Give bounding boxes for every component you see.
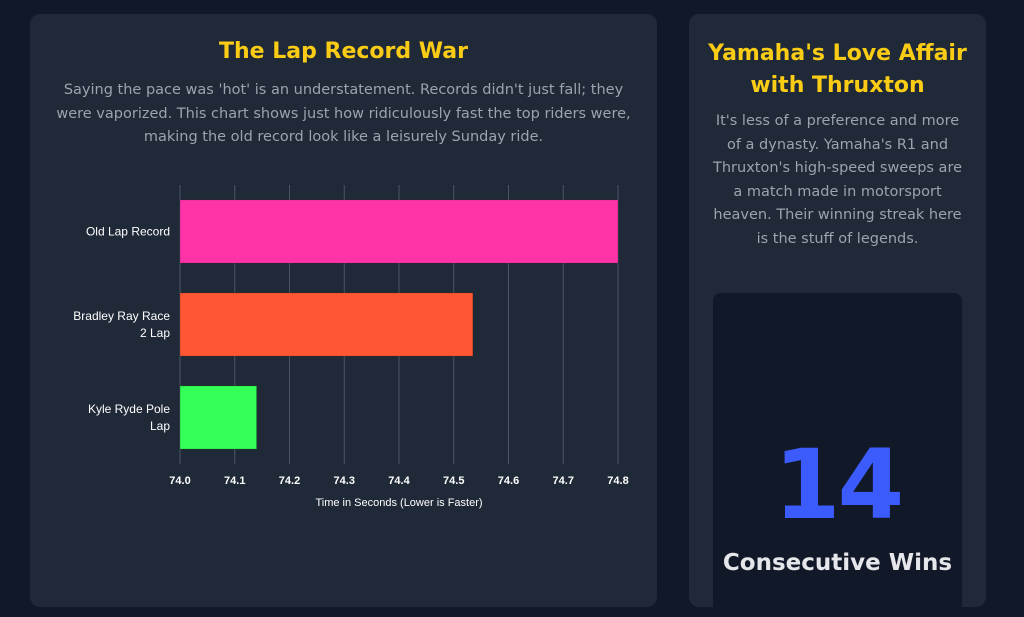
x-tick-label: 74.6 xyxy=(498,475,519,487)
x-axis-label: Time in Seconds (Lower is Faster) xyxy=(315,497,482,509)
lap-record-description: Saying the pace was 'hot' is an understa… xyxy=(56,82,631,145)
x-tick-label: 74.5 xyxy=(443,475,464,487)
y-tick-label: 2 Lap xyxy=(140,326,170,340)
x-tick-label: 74.4 xyxy=(388,475,410,487)
y-tick-label: Lap xyxy=(150,419,170,433)
x-tick-label: 74.7 xyxy=(553,475,574,487)
bar xyxy=(179,199,619,264)
bar xyxy=(179,385,257,450)
lap-record-chart: 74.0 74.1 74.2 74.3 74.4 74.5 74.6 74.7 74.8 Old … xyxy=(73,185,629,509)
consecutive-wins-stat: 14 Consecutive Wins xyxy=(713,293,962,607)
x-tick-label: 74.0 xyxy=(169,475,190,487)
x-tick-label: 74.8 xyxy=(607,475,628,487)
yamaha-card: Yamaha's Love Affair with Thruxton It's … xyxy=(689,14,986,607)
yamaha-title: Yamaha's Love Affair with Thruxton xyxy=(708,41,967,98)
x-tick-label: 74.2 xyxy=(279,475,300,487)
lap-record-card: 74.0 74.1 74.2 74.3 74.4 74.5 74.6 74.7 74.8 Old … xyxy=(30,14,657,607)
y-tick-label: Old Lap Record xyxy=(86,225,170,239)
stat-value: 14 xyxy=(773,429,905,541)
bar xyxy=(179,292,474,357)
stat-label: Consecutive Wins xyxy=(722,550,953,576)
lap-record-title: The Lap Record War xyxy=(219,39,468,64)
x-tick-label: 74.1 xyxy=(224,475,245,487)
y-tick-label: Kyle Ryde Pole xyxy=(88,402,170,416)
yamaha-description: It's less of a preference and more of a … xyxy=(713,113,963,247)
y-tick-label: Bradley Ray Race xyxy=(73,309,170,323)
x-tick-label: 74.3 xyxy=(334,475,355,487)
